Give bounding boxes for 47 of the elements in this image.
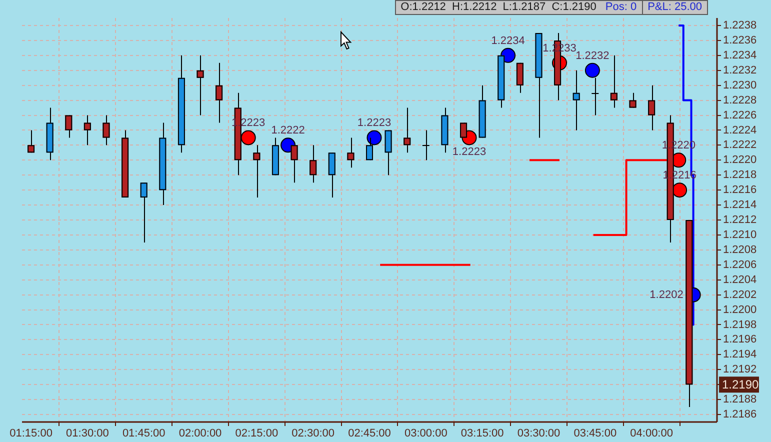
y-tick-label: 1.2192 — [723, 364, 757, 376]
y-tick-label: 1.2224 — [723, 124, 757, 136]
data-label: 1.2232 — [576, 50, 610, 62]
y-tick-label: 1.2218 — [723, 169, 757, 182]
y-tick-label: 1.2212 — [723, 214, 757, 226]
y-tick-label: 1.2196 — [723, 334, 757, 346]
y-tick-label: 1.2210 — [723, 228, 757, 241]
x-tick-label: 03:30:00 — [517, 428, 560, 440]
y-tick-label: 1.2226 — [723, 109, 757, 122]
y-tick-label: 1.2238 — [723, 20, 757, 32]
y-tick-label: 1.2198 — [723, 318, 757, 331]
y-tick-label: 1.2188 — [723, 394, 757, 406]
data-label: 1.2223 — [357, 117, 392, 130]
x-tick-label: 03:45:00 — [574, 428, 617, 440]
y-tick-label: 1.2204 — [723, 274, 757, 286]
x-tick-label: 02:30:00 — [292, 428, 334, 440]
y-tick-label: 1.2232 — [723, 64, 757, 76]
y-tick-label: 1.2214 — [723, 199, 757, 212]
y-tick-label: 1.2200 — [723, 304, 757, 316]
y-tick-label: 1.2234 — [723, 49, 757, 62]
y-tick-label: 1.2206 — [723, 258, 757, 271]
y-tick-label: 1.2236 — [723, 34, 757, 46]
x-tick-label: 01:30:00 — [66, 428, 109, 440]
y-tick-label: 1.2228 — [723, 94, 757, 106]
y-tick-label: 1.2186 — [723, 408, 757, 421]
data-label: 1.2223 — [452, 146, 486, 158]
data-label: 1.2234 — [491, 34, 525, 47]
annotation: 1.2190 — [722, 377, 760, 392]
y-tick-label: 1.2220 — [723, 154, 757, 166]
y-tick-label: 1.2194 — [723, 348, 757, 361]
x-tick-label: 02:15:00 — [235, 428, 278, 440]
text: Pos: 0 — [605, 1, 637, 14]
y-tick-label: 1.2230 — [723, 79, 757, 92]
x-tick-label: 02:45:00 — [348, 428, 391, 440]
y-tick-label: 1.2202 — [723, 288, 757, 301]
x-tick-label: 02:00:00 — [178, 428, 222, 440]
y-tick-label: 1.2216 — [723, 184, 757, 196]
x-tick-label: 01:45:00 — [122, 428, 166, 440]
y-tick-label: 1.2222 — [723, 139, 757, 152]
text: O:1.2212 H:1.2212 L:1.2187 C:1.2190 — [400, 1, 596, 14]
x-tick-label: 01:15:00 — [10, 428, 52, 440]
data-label: 1.2222 — [271, 124, 305, 137]
y-tick-label: 1.2208 — [723, 244, 757, 256]
data-label: 1.2202 — [650, 288, 684, 301]
x-tick-label: 03:15:00 — [460, 428, 504, 440]
x-tick-label: 03:00:00 — [404, 428, 448, 440]
x-tick-label: 04:00:00 — [630, 428, 673, 440]
